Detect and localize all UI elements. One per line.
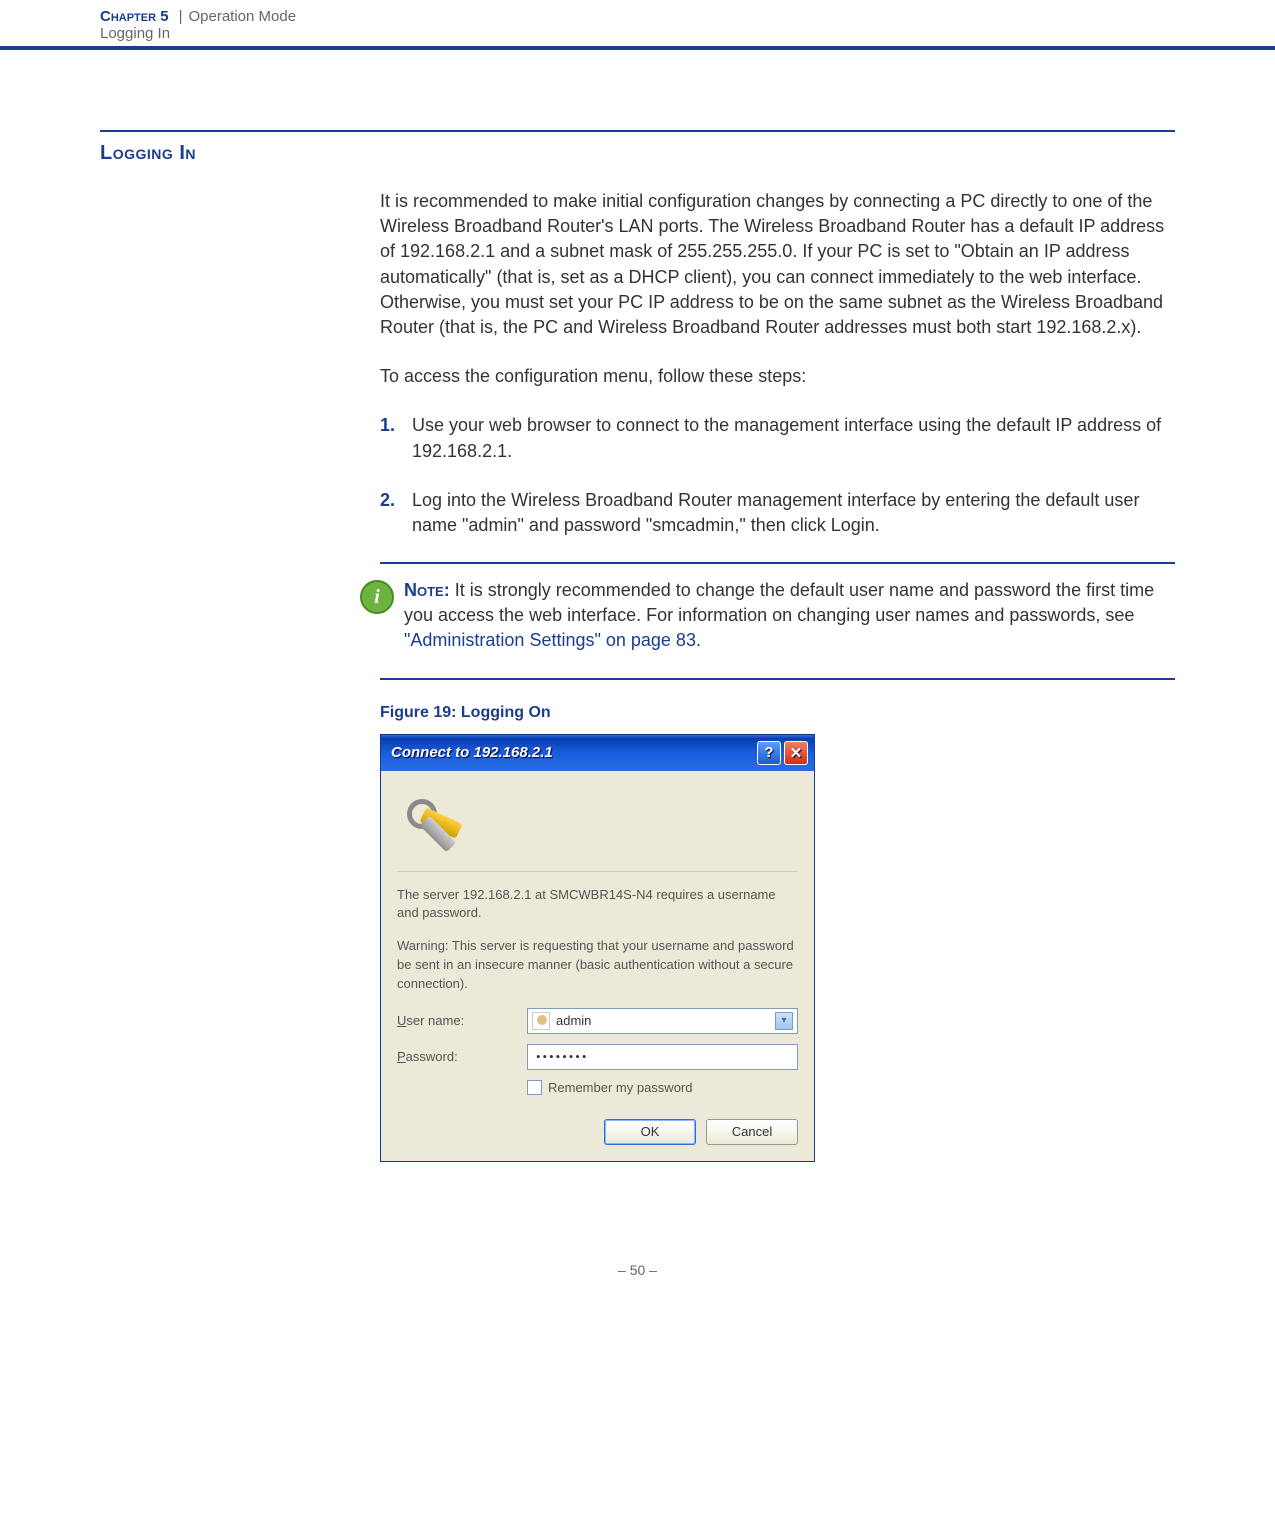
content-area: Logging In It is recommended to make ini… [0, 50, 1275, 1222]
intro-paragraph: It is recommended to make initial config… [380, 189, 1175, 340]
dialog-warning: Warning: This server is requesting that … [397, 937, 798, 994]
dialog-divider [397, 871, 798, 872]
info-icon: i [360, 580, 394, 614]
page-header: Chapter 5 | Operation Mode Logging In [0, 0, 1275, 46]
list-item: 1. Use your web browser to connect to th… [380, 413, 1175, 463]
note-bottom-rule [380, 678, 1175, 680]
section-rule [100, 130, 1175, 132]
keys-icon [403, 795, 461, 853]
list-item: 2. Log into the Wireless Broadband Route… [380, 488, 1175, 538]
password-value: •••••••• [536, 1049, 588, 1065]
page-number: – 50 – [618, 1262, 657, 1278]
dialog-titlebar[interactable]: Connect to 192.168.2.1 ? ✕ [381, 735, 814, 771]
dialog-help-button[interactable]: ? [757, 741, 781, 765]
username-input[interactable]: admin ▾ [527, 1008, 798, 1034]
header-separator: | [179, 8, 183, 25]
section-title: Logging In [100, 142, 1175, 165]
header-line1: Chapter 5 | Operation Mode [100, 8, 1275, 25]
user-icon [532, 1012, 550, 1030]
note-body-after: . [696, 630, 701, 650]
username-value: admin [556, 1013, 775, 1028]
dialog-message-1: The server 192.168.2.1 at SMCWBR14S-N4 r… [397, 886, 798, 924]
note-body-before: It is strongly recommended to change the… [404, 580, 1154, 625]
login-dialog: Connect to 192.168.2.1 ? ✕ The server 19… [380, 734, 815, 1162]
dialog-title: Connect to 192.168.2.1 [391, 744, 754, 761]
step-number: 2. [380, 488, 412, 538]
password-row: Password: •••••••• [397, 1044, 798, 1070]
remember-label: Remember my password [548, 1080, 693, 1095]
figure-block: Figure 19: Logging On Connect to 192.168… [380, 704, 1175, 1162]
remember-checkbox[interactable] [527, 1080, 542, 1095]
username-label: User name: [397, 1013, 527, 1028]
body-block: It is recommended to make initial config… [380, 189, 1175, 538]
ok-button[interactable]: OK [604, 1119, 696, 1145]
password-label: Password: [397, 1049, 527, 1064]
step-text: Use your web browser to connect to the m… [412, 413, 1175, 463]
note-text: Note: It is strongly recommended to chan… [404, 578, 1175, 654]
chapter-subtitle: Logging In [100, 25, 1275, 42]
step-number: 1. [380, 413, 412, 463]
note-block: i Note: It is strongly recommended to ch… [360, 578, 1175, 654]
remember-row[interactable]: Remember my password [527, 1080, 798, 1095]
dialog-button-row: OK Cancel [397, 1119, 798, 1145]
dialog-close-button[interactable]: ✕ [784, 741, 808, 765]
dialog-body: The server 192.168.2.1 at SMCWBR14S-N4 r… [381, 771, 814, 1161]
steps-intro: To access the configuration menu, follow… [380, 364, 1175, 389]
username-row: User name: admin ▾ [397, 1008, 798, 1034]
step-text: Log into the Wireless Broadband Router m… [412, 488, 1175, 538]
password-input[interactable]: •••••••• [527, 1044, 798, 1070]
note-top-rule [380, 562, 1175, 564]
admin-settings-link[interactable]: "Administration Settings" on page 83 [404, 630, 696, 650]
page-footer: – 50 – [0, 1222, 1275, 1298]
chapter-title: Operation Mode [188, 8, 296, 25]
chapter-number: Chapter 5 [100, 8, 169, 25]
cancel-button[interactable]: Cancel [706, 1119, 798, 1145]
figure-caption: Figure 19: Logging On [380, 704, 1175, 722]
note-label: Note: [404, 580, 450, 600]
dropdown-arrow-icon[interactable]: ▾ [775, 1012, 793, 1030]
